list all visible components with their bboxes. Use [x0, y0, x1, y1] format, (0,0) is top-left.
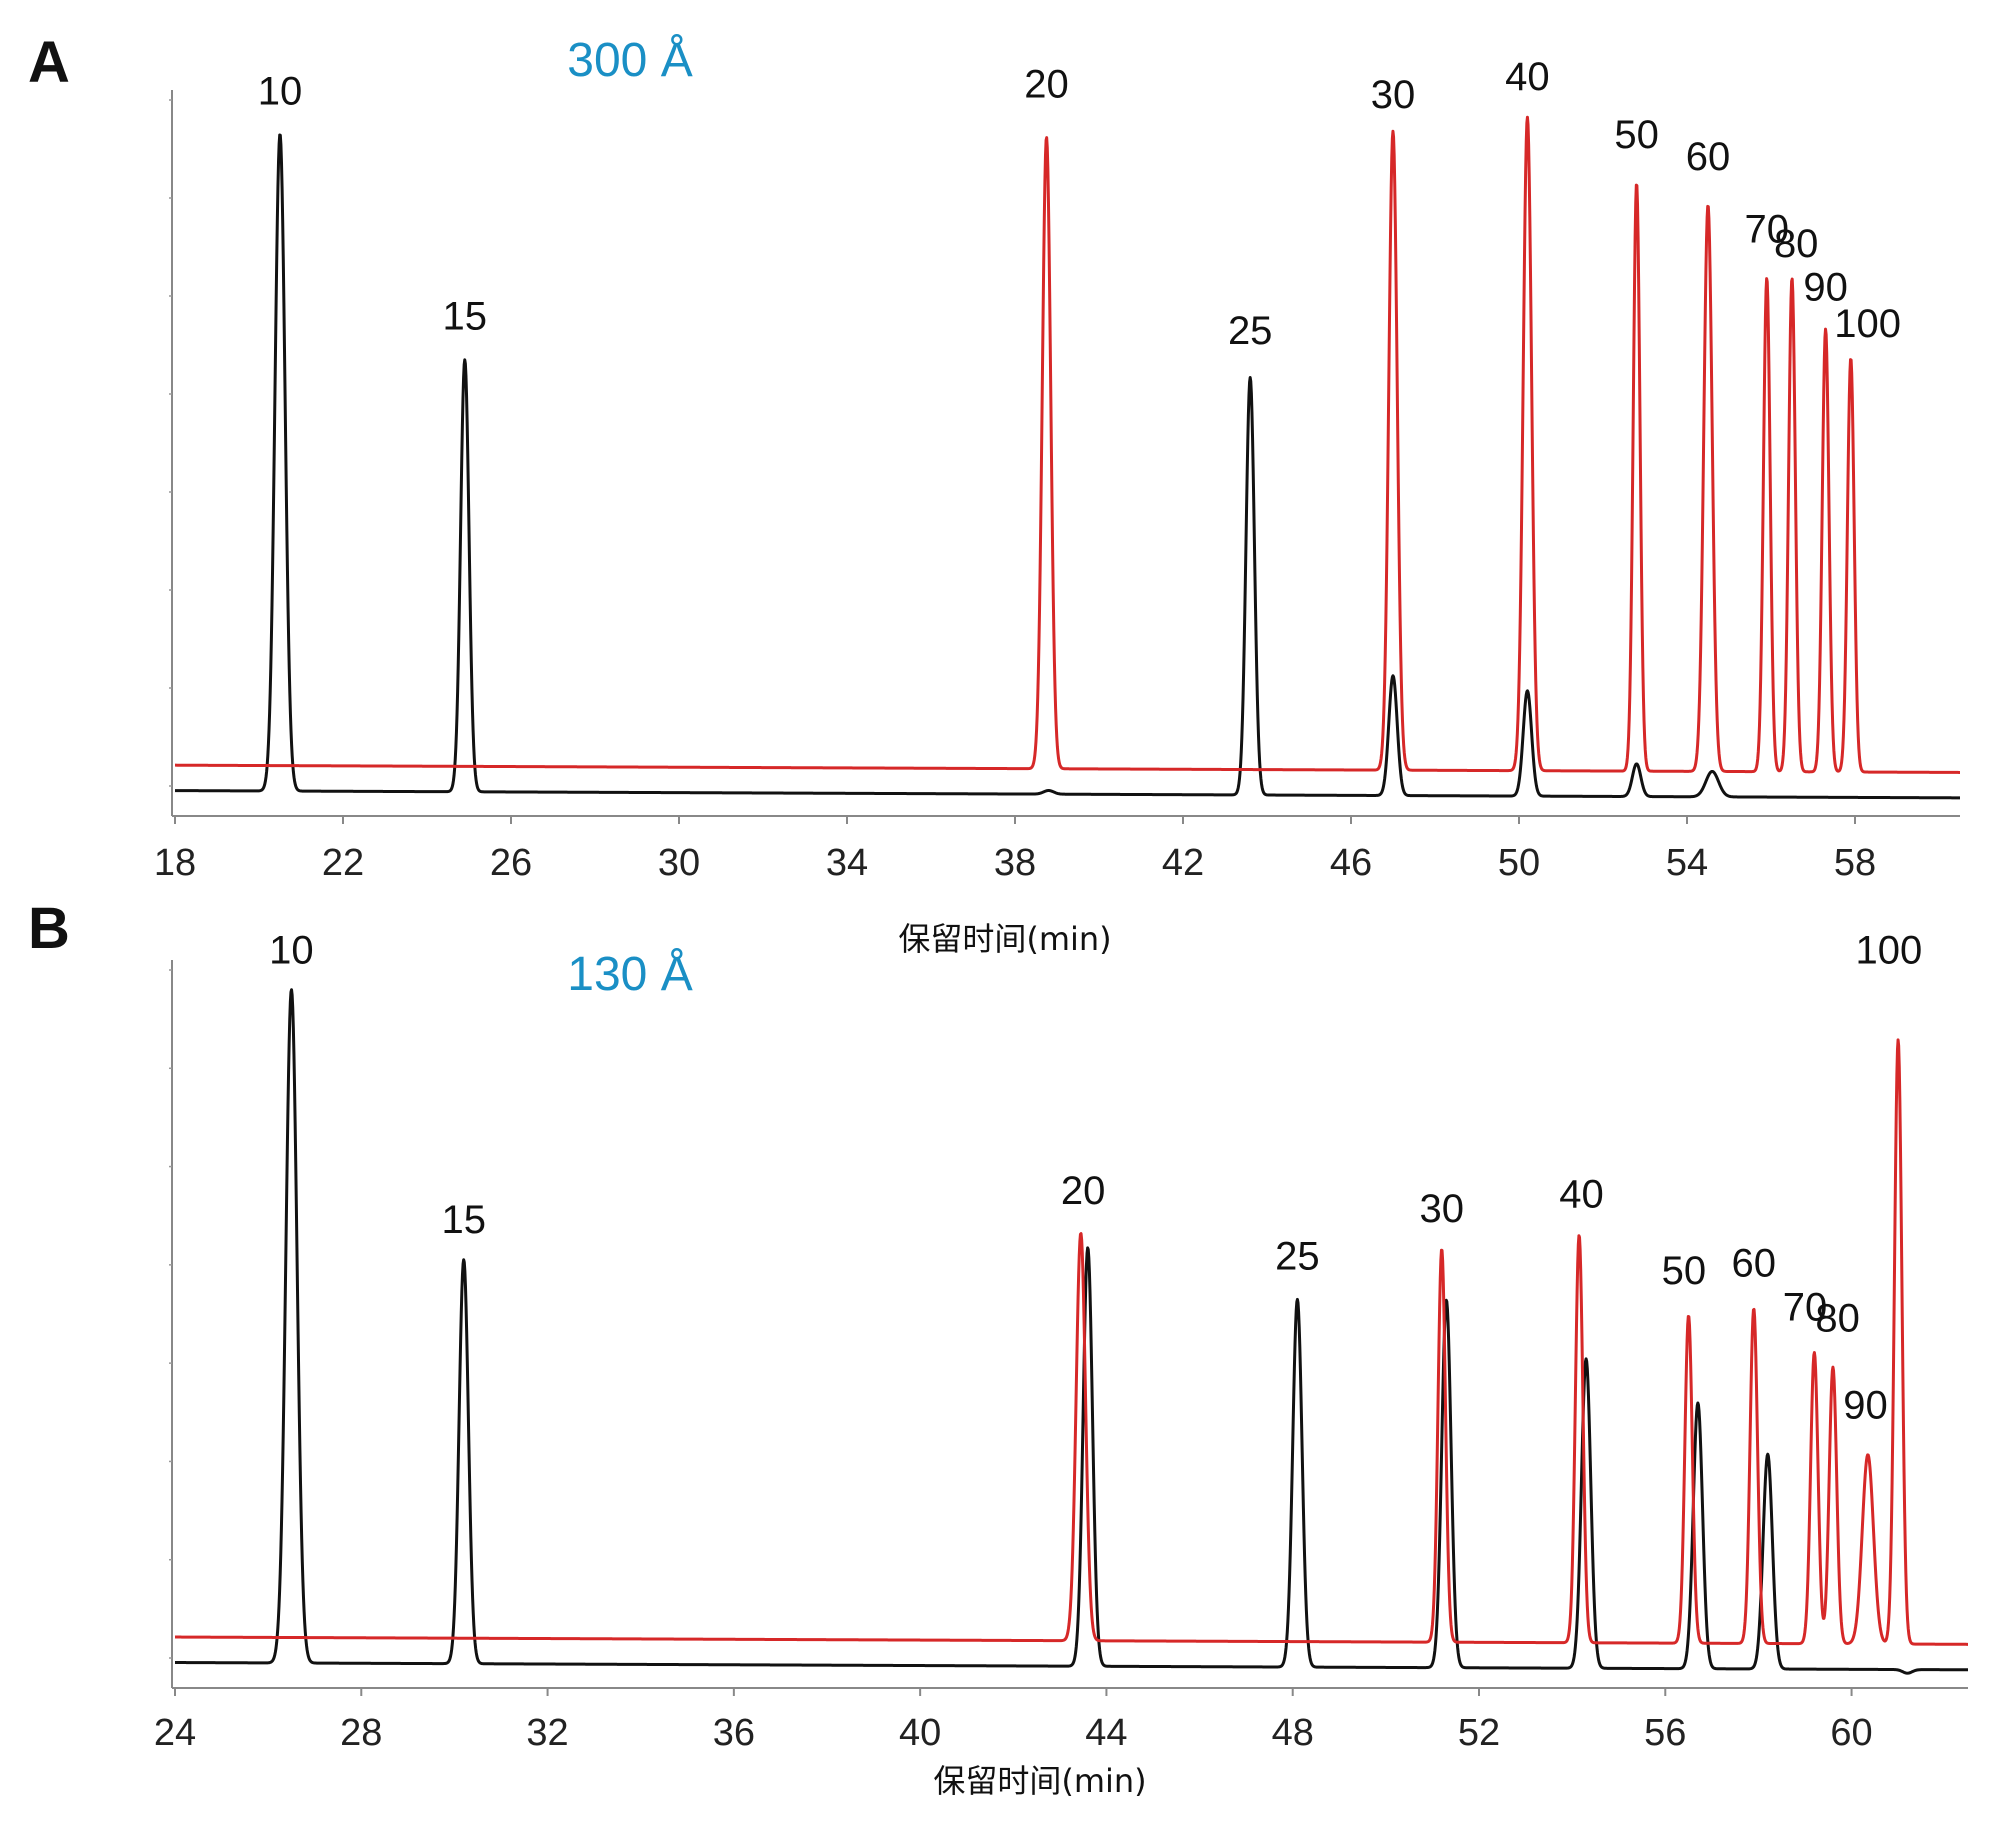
panel-b-x-ticks: 24 28 32 36 40 44 48 52 56 60 — [154, 1688, 1873, 1754]
peak-label: 20 — [1024, 62, 1069, 106]
peak-label: 40 — [1559, 1173, 1604, 1217]
panel-b-series — [174, 988, 1969, 1675]
panel-a-series — [174, 115, 1961, 800]
x-tick-label: 48 — [1272, 1712, 1314, 1754]
peak-label: 50 — [1614, 113, 1659, 157]
peak-label: 90 — [1843, 1384, 1888, 1428]
peak-label: 100 — [1834, 302, 1901, 346]
peak-label: 80 — [1815, 1296, 1860, 1340]
panel-a-x-axis-title: 保留时间(min) — [898, 920, 1111, 958]
black-series-line — [174, 133, 1961, 800]
peak-label: 20 — [1061, 1169, 1106, 1213]
peak-label: 60 — [1732, 1242, 1777, 1286]
x-tick-label: 22 — [322, 842, 364, 884]
panel-b-letter: B — [28, 896, 70, 961]
x-tick-label: 18 — [154, 842, 196, 884]
panel-b-x-axis-title: 保留时间(min) — [933, 1762, 1146, 1800]
panel-b-pore-size-label: 130 Å — [567, 948, 692, 1001]
peak-label: 25 — [1228, 309, 1273, 353]
x-tick-label: 28 — [340, 1712, 382, 1754]
peak-label: 10 — [258, 70, 303, 114]
panel-b: B 130 Å 24 28 32 36 40 44 48 52 56 60 10 15 20 25 30 4… — [28, 896, 1969, 1800]
black-series-line — [174, 988, 1969, 1675]
panel-a-pore-size-label: 300 Å — [567, 34, 692, 87]
x-tick-label: 56 — [1644, 1712, 1686, 1754]
peak-label: 25 — [1275, 1234, 1320, 1278]
peak-label: 100 — [1855, 929, 1922, 973]
panel-a-letter: A — [28, 30, 70, 95]
x-tick-label: 26 — [490, 842, 532, 884]
x-tick-label: 30 — [658, 842, 700, 884]
peak-label: 10 — [269, 929, 314, 973]
peak-label: 70 — [1783, 1285, 1828, 1329]
peak-label: 40 — [1505, 55, 1550, 99]
panel-b-y-ticks — [169, 969, 172, 1659]
x-tick-label: 52 — [1458, 1712, 1500, 1754]
x-tick-label: 36 — [713, 1712, 755, 1754]
red-series-line — [174, 115, 1961, 774]
x-tick-label: 58 — [1834, 842, 1876, 884]
x-tick-label: 40 — [899, 1712, 941, 1754]
x-tick-label: 34 — [826, 842, 868, 884]
x-tick-label: 50 — [1498, 842, 1540, 884]
x-tick-label: 32 — [526, 1712, 568, 1754]
peak-label: 90 — [1803, 266, 1848, 310]
peak-label: 15 — [441, 1198, 486, 1242]
panel-a-y-ticks — [169, 99, 172, 787]
peak-label: 30 — [1419, 1187, 1464, 1231]
x-tick-label: 44 — [1085, 1712, 1127, 1754]
peak-label: 50 — [1662, 1249, 1707, 1293]
peak-label: 15 — [443, 295, 488, 339]
red-series-line — [174, 1038, 1969, 1646]
x-tick-label: 54 — [1666, 842, 1708, 884]
panel-a: A 300 Å 18 22 26 30 34 38 42 46 50 54 58 10 15 20 25 3… — [28, 30, 1961, 958]
panel-a-x-ticks: 18 22 26 30 34 38 42 46 50 54 58 — [154, 816, 1876, 884]
peak-label: 80 — [1774, 222, 1819, 266]
x-tick-label: 42 — [1162, 842, 1204, 884]
peak-label: 70 — [1745, 207, 1790, 251]
x-tick-label: 24 — [154, 1712, 196, 1754]
x-tick-label: 46 — [1330, 842, 1372, 884]
x-tick-label: 60 — [1830, 1712, 1872, 1754]
peak-label: 60 — [1686, 135, 1731, 179]
x-tick-label: 38 — [994, 842, 1036, 884]
peak-label: 30 — [1371, 73, 1416, 117]
